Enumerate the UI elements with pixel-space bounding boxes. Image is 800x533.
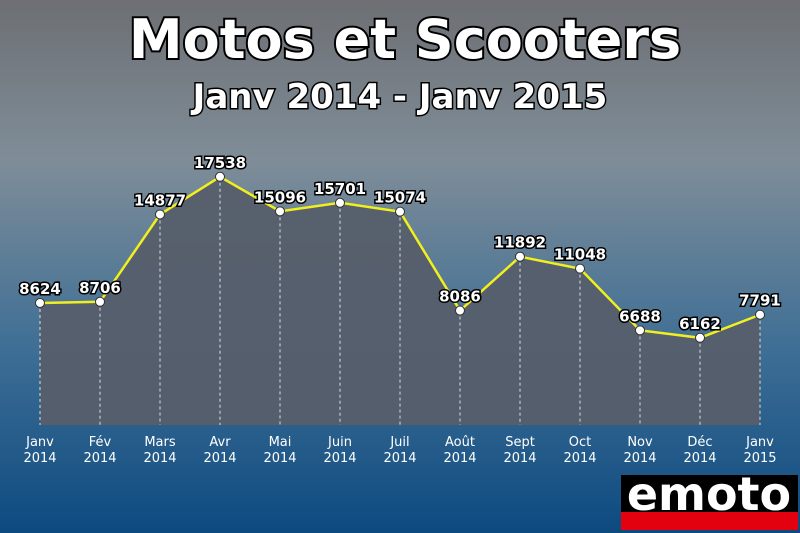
point	[395, 206, 405, 217]
point	[275, 206, 285, 217]
value-label: 8624	[19, 280, 61, 298]
value-label: 11048	[554, 246, 606, 264]
x-tick-label: Mars 2014	[143, 435, 176, 466]
point	[155, 209, 165, 220]
value-label: 14877	[134, 191, 186, 209]
logo: emoto	[621, 466, 798, 530]
logo-text: emoto	[627, 467, 791, 521]
point	[35, 297, 45, 308]
point	[215, 171, 225, 182]
x-tick-label: Nov 2014	[623, 435, 656, 466]
x-tick-label: Mai 2014	[263, 435, 296, 466]
logo-stripe	[621, 512, 798, 530]
x-tick-label: Déc 2014	[683, 435, 716, 466]
value-label: 8086	[439, 288, 481, 306]
x-tick-label: Avr 2014	[203, 435, 236, 466]
point	[515, 251, 525, 262]
x-tick-label: Août 2014	[443, 435, 476, 466]
chart-subtitle: Janv 2014 - Janv 2015	[191, 77, 608, 117]
value-label: 15701	[314, 180, 366, 198]
value-label: 15096	[254, 188, 306, 206]
point	[635, 325, 645, 336]
point	[755, 309, 765, 320]
x-tick-label: Oct 2014	[563, 435, 596, 466]
chart-title: Motos et Scooters	[129, 8, 681, 71]
plot: 8624 Janv 2014 8706 Fév 2014 14877 Mars 2014 1753…	[18, 152, 783, 466]
x-tick-label: Sept 2014	[503, 435, 536, 466]
x-tick-label: Janv 2014	[23, 435, 56, 466]
point	[95, 296, 105, 307]
x-tick-label: Fév 2014	[83, 435, 116, 466]
value-label: 11892	[494, 234, 546, 252]
value-label: 6162	[679, 315, 721, 333]
x-tick-label: Juil 2014	[383, 435, 416, 466]
value-label: 7791	[739, 292, 781, 310]
value-label: 15074	[374, 189, 426, 207]
point	[575, 263, 585, 274]
point	[335, 197, 345, 208]
x-tick-label: Juin 2014	[323, 435, 356, 466]
value-label: 8706	[79, 279, 121, 297]
x-tick-label: Janv 2015	[743, 435, 776, 466]
point	[695, 332, 705, 343]
point	[455, 305, 465, 316]
value-label: 17538	[194, 154, 246, 172]
value-label: 6688	[619, 307, 661, 325]
